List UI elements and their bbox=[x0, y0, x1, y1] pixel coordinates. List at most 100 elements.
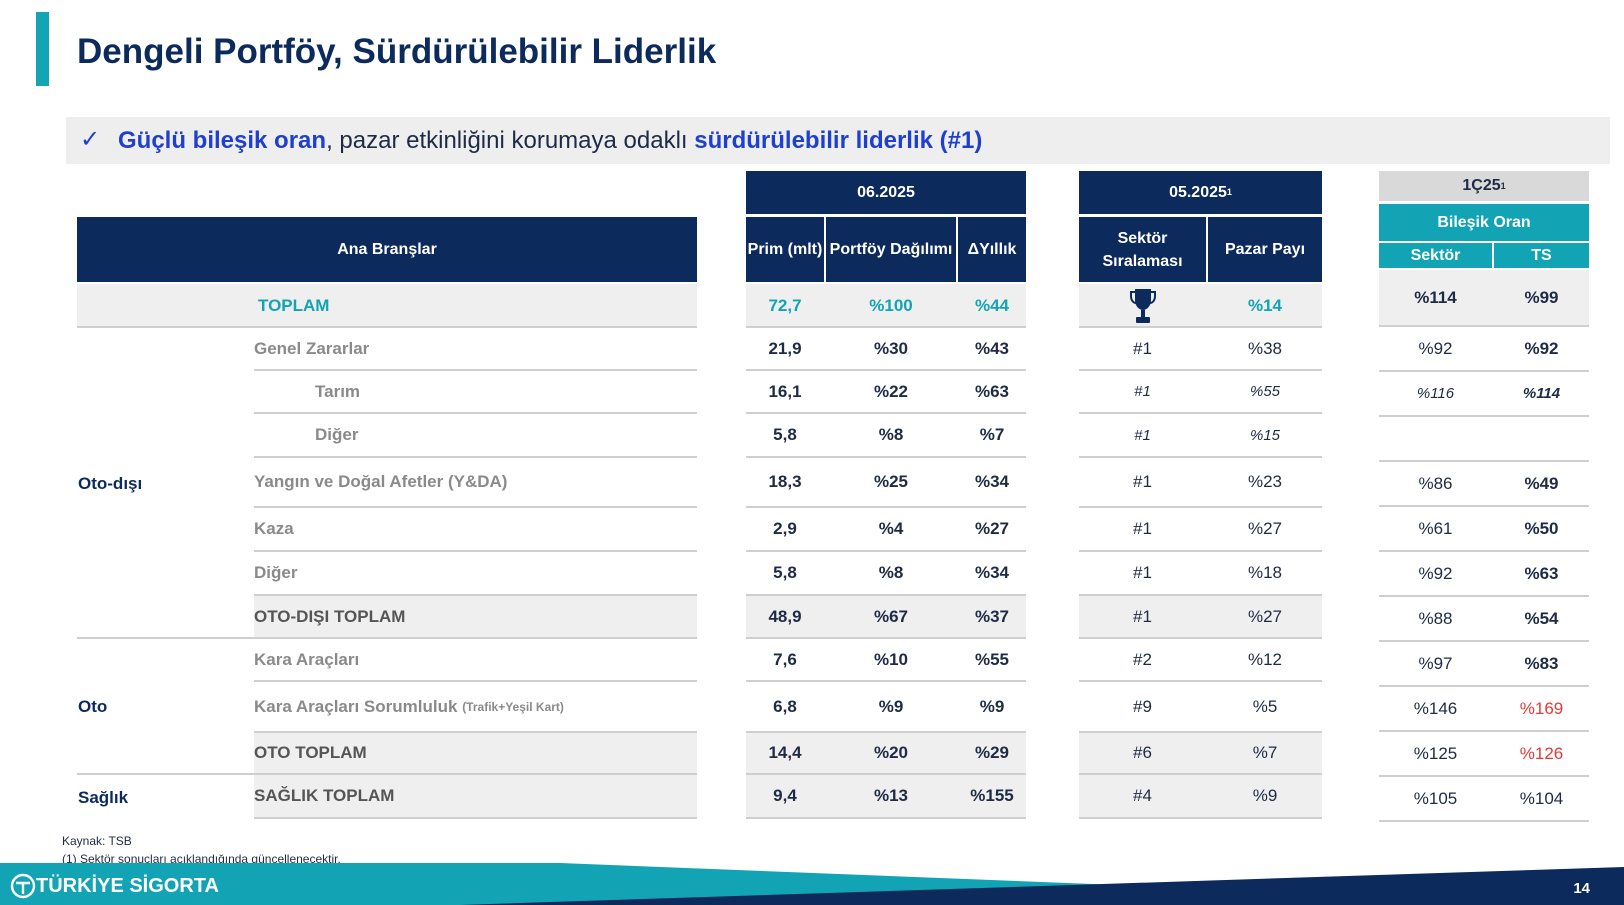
band-oto-toplam bbox=[1079, 732, 1322, 773]
row-divider bbox=[746, 773, 1026, 775]
trophy-icon bbox=[1079, 284, 1206, 327]
cell-pazar: %15 bbox=[1249, 426, 1281, 444]
cell-ts: %50 bbox=[1524, 518, 1559, 538]
cell-prim: 7,6 bbox=[773, 649, 797, 669]
row-divider bbox=[746, 326, 1026, 328]
callout-highlight-1: Güçlü bileşik oran bbox=[118, 127, 327, 154]
cell-ts: %54 bbox=[1524, 608, 1559, 628]
callout-highlight-2: sürdürülebilir liderlik (#1) bbox=[694, 127, 983, 154]
cell-sektor: %92 bbox=[1418, 563, 1453, 583]
band-oto-toplam bbox=[254, 732, 697, 773]
accent-bar bbox=[36, 12, 49, 86]
row-divider bbox=[1079, 637, 1322, 639]
trophy-icon-svg bbox=[1129, 288, 1156, 323]
cell-sektor: %146 bbox=[1413, 698, 1458, 718]
row-divider bbox=[254, 456, 697, 458]
row-divider bbox=[746, 731, 1026, 733]
cell-ts: %63 bbox=[1524, 563, 1559, 583]
cell-siralama: #1 bbox=[1133, 519, 1152, 538]
cell-sektor: %97 bbox=[1418, 653, 1453, 673]
row-divider bbox=[1079, 412, 1322, 414]
row-divider bbox=[746, 550, 1026, 552]
cell-sektor: %88 bbox=[1418, 608, 1453, 628]
row-divider bbox=[254, 731, 697, 733]
cell-ts: %104 bbox=[1519, 788, 1564, 808]
header-sektor: Sektör bbox=[1379, 243, 1492, 268]
row-divider bbox=[1079, 680, 1322, 682]
row-label-saglik-toplam: SAĞLIK TOPLAM bbox=[254, 786, 395, 805]
logo-icon bbox=[10, 873, 36, 899]
cell-pazar: %38 bbox=[1247, 338, 1283, 358]
header-ts: TS bbox=[1494, 243, 1589, 268]
cell-sektor: %86 bbox=[1418, 473, 1453, 493]
row-divider bbox=[1379, 820, 1589, 822]
cell-sektor: %125 bbox=[1413, 743, 1458, 763]
cell-sektor: %114 bbox=[1414, 287, 1457, 307]
cell-yillik: %55 bbox=[974, 649, 1010, 669]
cell-prim: 16,1 bbox=[768, 381, 802, 401]
page-title: Dengeli Portföy, Sürdürülebilir Liderlik bbox=[77, 32, 717, 71]
row-divider bbox=[746, 680, 1026, 682]
header-pazar-payi: Pazar Payı bbox=[1208, 217, 1322, 282]
row-divider bbox=[254, 506, 697, 508]
footer-logo: TÜRKİYE SİGORTA bbox=[10, 873, 219, 899]
header-sektor-siralamasi: Sektör Sıralaması bbox=[1079, 217, 1206, 282]
cell-portfoy: %10 bbox=[873, 649, 909, 669]
cell-portfoy: %4 bbox=[878, 519, 904, 538]
row-divider bbox=[1379, 730, 1589, 732]
cell-ts: %126 bbox=[1519, 743, 1564, 763]
row-divider bbox=[1079, 550, 1322, 552]
cell-prim: 2,9 bbox=[773, 519, 797, 538]
row-label-oto-toplam: OTO TOPLAM bbox=[254, 742, 367, 762]
cell-siralama: #1 bbox=[1133, 472, 1152, 491]
row-divider bbox=[1079, 731, 1322, 733]
cell-portfoy: %30 bbox=[873, 338, 909, 358]
footer-logo-text: TÜRKİYE SİGORTA bbox=[36, 874, 219, 897]
band-oto-toplam bbox=[746, 732, 1026, 773]
cell-prim: 48,9 bbox=[768, 606, 802, 626]
cell-pazar: %12 bbox=[1247, 649, 1283, 669]
cell-sektor: %61 bbox=[1418, 518, 1453, 538]
cell-sektor: %105 bbox=[1413, 788, 1458, 808]
cell-portfoy: %8 bbox=[878, 563, 904, 582]
group-label-saglik: Sağlık bbox=[78, 788, 129, 807]
row-divider bbox=[1079, 594, 1322, 596]
group-label-oto: Oto bbox=[78, 697, 108, 716]
row-divider bbox=[746, 637, 1026, 639]
row-divider bbox=[1379, 415, 1589, 417]
row-divider bbox=[254, 680, 697, 682]
row-label-kaza: Kaza bbox=[254, 519, 294, 538]
cell-siralama: #1 bbox=[1133, 606, 1152, 626]
row-divider bbox=[1379, 505, 1589, 507]
page-number: 14 bbox=[1573, 880, 1590, 897]
header-bilesik-oran: Bileşik Oran bbox=[1379, 204, 1589, 241]
row-divider bbox=[1379, 370, 1589, 372]
header-period-1c25-label: 1Ç25 bbox=[1462, 177, 1501, 194]
cell-yillik: %7 bbox=[979, 425, 1005, 444]
row-label-oto-disi-toplam: OTO-DIŞI TOPLAM bbox=[254, 606, 406, 626]
row-label-toplam: TOPLAM bbox=[258, 295, 330, 315]
cell-yillik: %29 bbox=[974, 742, 1010, 762]
row-divider bbox=[1079, 817, 1322, 819]
row-label-diger: Diğer bbox=[315, 425, 359, 444]
header-period-05-2025-label: 05.2025 bbox=[1169, 184, 1227, 201]
cell-prim: 14,4 bbox=[768, 742, 802, 762]
footnote-ref: 1 bbox=[1226, 187, 1232, 197]
band-saglik-toplam bbox=[1079, 775, 1322, 817]
cell-portfoy: %22 bbox=[873, 381, 909, 401]
row-label-yangin: Yangın ve Doğal Afetler (Y&DA) bbox=[254, 472, 508, 491]
cell-pazar: %7 bbox=[1252, 742, 1278, 762]
band-toplam bbox=[1079, 284, 1322, 327]
row-label-kara-araclari-sorumluluk: Kara Araçları Sorumluluk (Trafik+Yeşil K… bbox=[254, 682, 564, 731]
cell-prim: 72,7 bbox=[768, 295, 802, 315]
cell-yillik: %27 bbox=[974, 519, 1010, 538]
cell-prim: 5,8 bbox=[773, 563, 797, 582]
cell-portfoy: %13 bbox=[873, 786, 909, 805]
callout-middle: , pazar etkinliğini korumaya odaklı bbox=[326, 127, 695, 154]
footnote-1: (1) Sektör sonuçları açıklandığında günc… bbox=[62, 852, 341, 866]
row-divider bbox=[254, 594, 697, 596]
callout-text: Güçlü bileşik oran, pazar etkinliğini ko… bbox=[118, 127, 982, 155]
row-label-genel-zararlar: Genel Zararlar bbox=[254, 338, 370, 358]
cell-yillik: %63 bbox=[974, 381, 1010, 401]
cell-siralama: #1 bbox=[1133, 338, 1152, 358]
